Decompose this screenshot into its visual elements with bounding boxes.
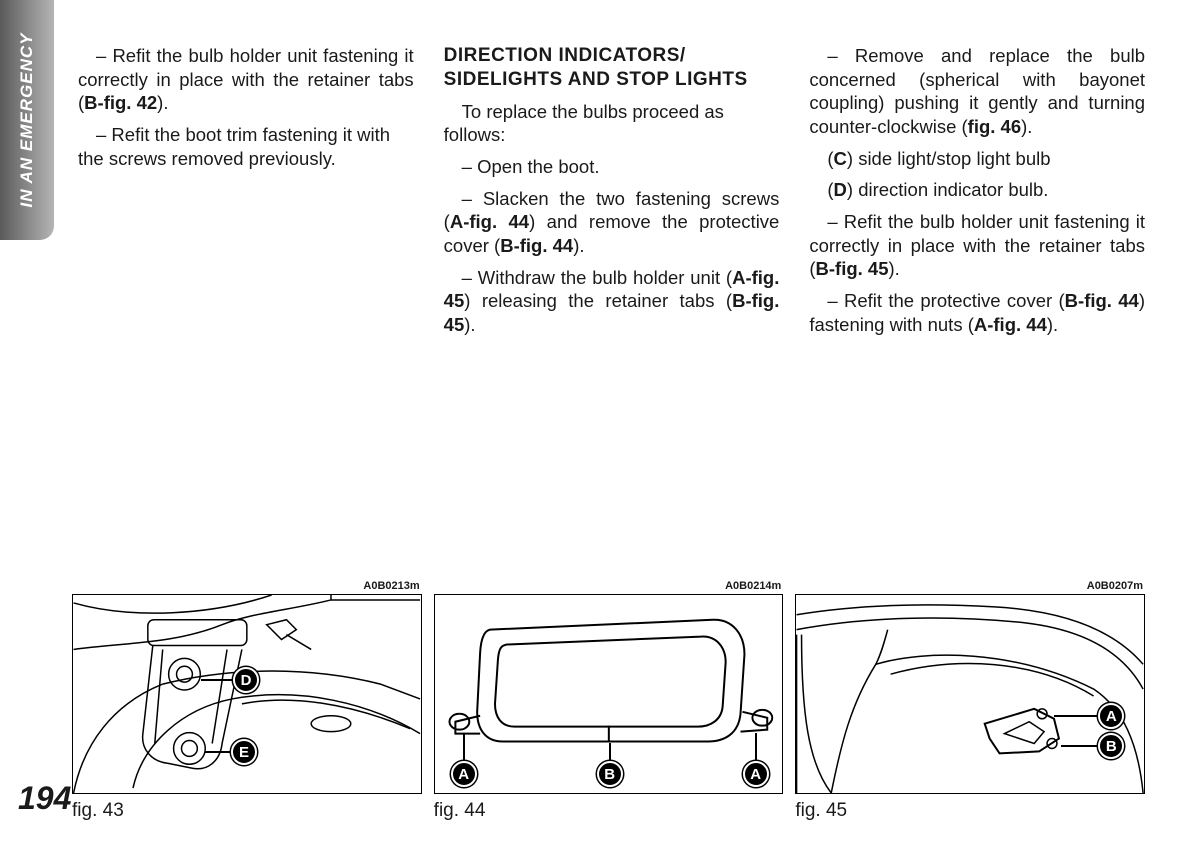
figure-box: A B — [795, 594, 1145, 794]
figure-44: A0B0214m A B A fig. 44 — [434, 580, 784, 822]
col3-p2: (C) side light/stop light bulb — [809, 147, 1145, 171]
figure-caption: fig. 45 — [795, 800, 1145, 822]
figure-code: A0B0214m — [434, 580, 784, 592]
col3-p3: (D) direction indicator bulb. — [809, 178, 1145, 202]
text-columns: – Refit the bulb holder unit fastening i… — [78, 44, 1145, 345]
ref: B-fig. 44 — [1065, 290, 1139, 311]
col2-p2: – Open the boot. — [444, 155, 780, 179]
text: ). — [464, 314, 475, 335]
callout-d: D — [233, 667, 259, 693]
figure-code: A0B0207m — [795, 580, 1145, 592]
col2-heading: DIRECTION INDICATORS/ SIDELIGHTS AND STO… — [444, 44, 780, 92]
col2-p4: – Withdraw the bulb holder unit (A-fig. … — [444, 266, 780, 337]
column-3: – Remove and replace the bulb concerned … — [809, 44, 1145, 345]
col3-p1: – Remove and replace the bulb concerned … — [809, 44, 1145, 139]
text: ). — [1021, 116, 1032, 137]
section-tab: IN AN EMERGENCY — [0, 0, 54, 240]
text: ). — [889, 258, 900, 279]
col3-p5: – Refit the protective cover (B-fig. 44)… — [809, 289, 1145, 336]
callout-a: A — [451, 761, 477, 787]
figures-row: A0B0213m — [72, 580, 1145, 822]
figure-code: A0B0213m — [72, 580, 422, 592]
ref: B-fig. 44 — [500, 235, 573, 256]
col1-p1: – Refit the bulb holder unit fastening i… — [78, 44, 414, 115]
callout-b: B — [597, 761, 623, 787]
text: – Refit the protective cover ( — [827, 290, 1064, 311]
ref: C — [834, 148, 847, 169]
ref: B-fig. 45 — [816, 258, 889, 279]
ref: fig. 46 — [968, 116, 1021, 137]
col2-p1: To replace the bulbs proceed as follows: — [444, 100, 780, 147]
text: – Withdraw the bulb holder unit ( — [462, 267, 732, 288]
callout-e: E — [231, 739, 257, 765]
figure-caption: fig. 43 — [72, 800, 422, 822]
figure-45: A0B0207m A — [795, 580, 1145, 822]
figure-caption: fig. 44 — [434, 800, 784, 822]
ref: A-fig. 44 — [974, 314, 1047, 335]
text: ) releasing the retainer tabs ( — [464, 290, 732, 311]
text: ). — [573, 235, 584, 256]
column-1: – Refit the bulb holder unit fastening i… — [78, 44, 414, 345]
col1-p2: – Refit the boot trim fastening it with … — [78, 123, 414, 170]
figure-box: A B A — [434, 594, 784, 794]
figure-43: A0B0213m — [72, 580, 422, 822]
ref: B-fig. 42 — [84, 92, 157, 113]
text: ) direction indicator bulb. — [847, 179, 1049, 200]
diagram-icon — [796, 595, 1144, 793]
text: ). — [157, 92, 168, 113]
text: ) side light/stop light bulb — [847, 148, 1051, 169]
column-2: DIRECTION INDICATORS/ SIDELIGHTS AND STO… — [444, 44, 780, 345]
section-tab-label: IN AN EMERGENCY — [17, 33, 37, 208]
col3-p4: – Refit the bulb holder unit fastening i… — [809, 210, 1145, 281]
page-number: 194 — [18, 780, 71, 817]
figure-box: D E — [72, 594, 422, 794]
callout-a2: A — [743, 761, 769, 787]
ref: A-fig. 44 — [450, 211, 529, 232]
text: ). — [1047, 314, 1058, 335]
col2-p3: – Slacken the two fastening screws (A-fi… — [444, 187, 780, 258]
ref: D — [834, 179, 847, 200]
